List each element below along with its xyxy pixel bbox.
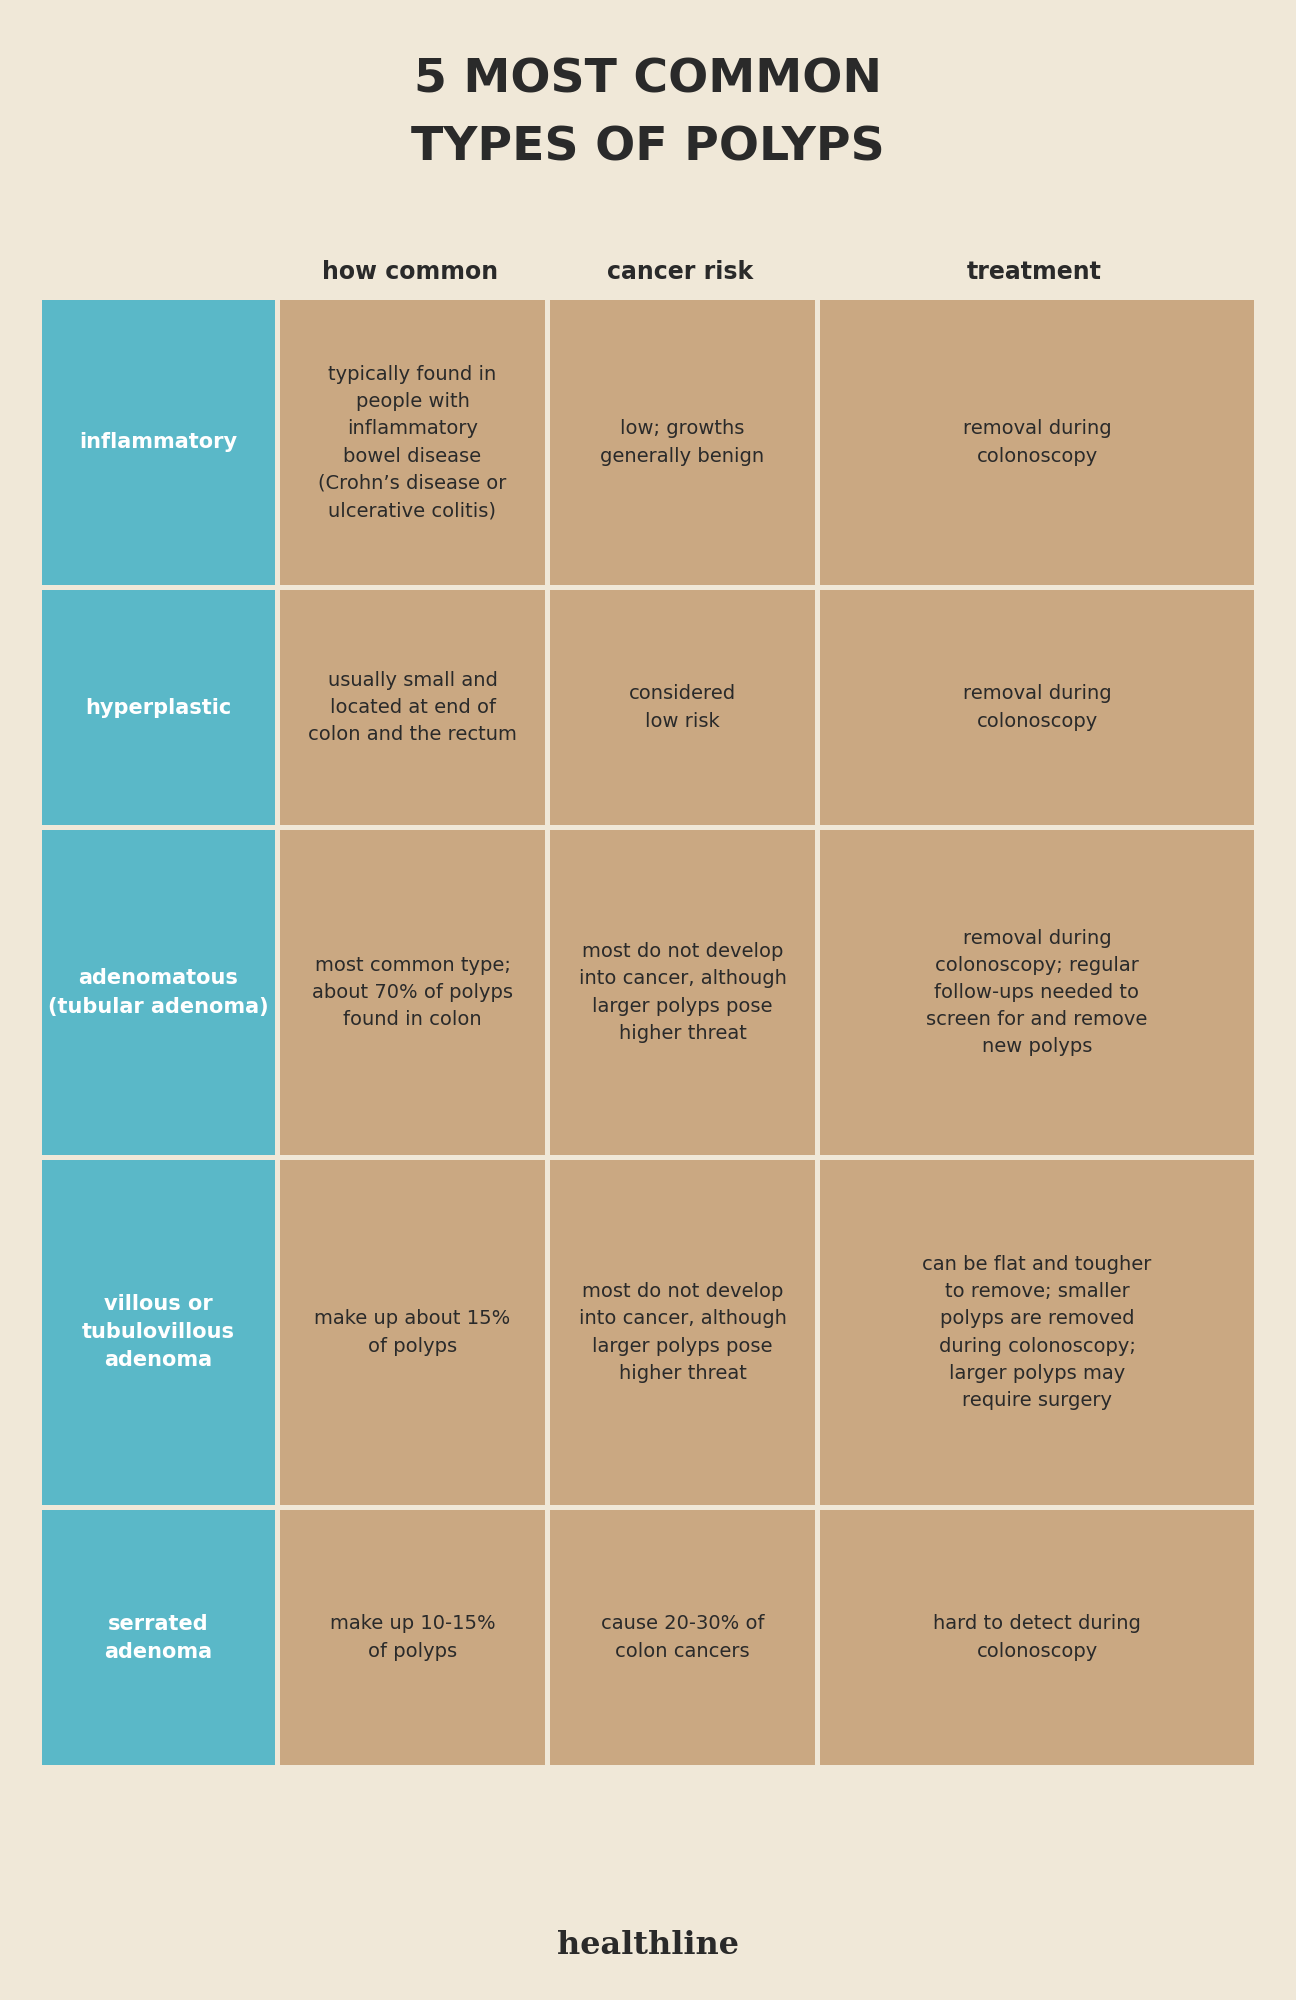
- Text: make up 10-15%
of polyps: make up 10-15% of polyps: [329, 1614, 495, 1660]
- Text: cause 20-30% of
colon cancers: cause 20-30% of colon cancers: [601, 1614, 765, 1660]
- Text: treatment: treatment: [967, 260, 1102, 284]
- Bar: [820, 1160, 1255, 1504]
- Text: low; growths
generally benign: low; growths generally benign: [600, 420, 765, 466]
- Text: TYPES OF POLYPS: TYPES OF POLYPS: [411, 126, 885, 170]
- Text: most common type;
about 70% of polyps
found in colon: most common type; about 70% of polyps fo…: [312, 956, 513, 1030]
- Bar: [280, 590, 546, 824]
- Bar: [820, 590, 1255, 824]
- Text: most do not develop
into cancer, although
larger polyps pose
higher threat: most do not develop into cancer, althoug…: [578, 942, 787, 1042]
- Bar: [550, 300, 815, 584]
- Bar: [550, 1510, 815, 1764]
- Bar: [280, 830, 546, 1156]
- Bar: [41, 830, 275, 1156]
- Bar: [41, 1510, 275, 1764]
- Text: considered
low risk: considered low risk: [629, 684, 736, 730]
- Bar: [280, 1160, 546, 1504]
- Text: typically found in
people with
inflammatory
bowel disease
(Crohn’s disease or
ul: typically found in people with inflammat…: [319, 364, 507, 520]
- Text: inflammatory: inflammatory: [79, 432, 237, 452]
- Bar: [820, 300, 1255, 584]
- Text: serrated
adenoma: serrated adenoma: [105, 1614, 213, 1662]
- Bar: [550, 590, 815, 824]
- Text: 5 MOST COMMON: 5 MOST COMMON: [413, 58, 883, 102]
- Text: cancer risk: cancer risk: [607, 260, 753, 284]
- Text: adenomatous
(tubular adenoma): adenomatous (tubular adenoma): [48, 968, 268, 1016]
- Text: removal during
colonoscopy: removal during colonoscopy: [963, 684, 1111, 730]
- Bar: [550, 830, 815, 1156]
- Text: removal during
colonoscopy; regular
follow-ups needed to
screen for and remove
n: removal during colonoscopy; regular foll…: [927, 928, 1148, 1056]
- Text: usually small and
located at end of
colon and the rectum: usually small and located at end of colo…: [308, 670, 517, 744]
- Text: healthline: healthline: [557, 1930, 739, 1960]
- Text: most do not develop
into cancer, although
larger polyps pose
higher threat: most do not develop into cancer, althoug…: [578, 1282, 787, 1382]
- Text: hyperplastic: hyperplastic: [86, 698, 232, 718]
- Text: how common: how common: [321, 260, 498, 284]
- Text: hard to detect during
colonoscopy: hard to detect during colonoscopy: [933, 1614, 1140, 1660]
- Text: villous or
tubulovillous
adenoma: villous or tubulovillous adenoma: [82, 1294, 235, 1370]
- Bar: [41, 300, 275, 584]
- Bar: [820, 1510, 1255, 1764]
- Bar: [820, 830, 1255, 1156]
- Text: make up about 15%
of polyps: make up about 15% of polyps: [315, 1310, 511, 1356]
- Bar: [550, 1160, 815, 1504]
- Bar: [41, 590, 275, 824]
- Text: can be flat and tougher
to remove; smaller
polyps are removed
during colonoscopy: can be flat and tougher to remove; small…: [923, 1254, 1152, 1410]
- Bar: [41, 1160, 275, 1504]
- Bar: [280, 1510, 546, 1764]
- Bar: [280, 300, 546, 584]
- Text: removal during
colonoscopy: removal during colonoscopy: [963, 420, 1111, 466]
